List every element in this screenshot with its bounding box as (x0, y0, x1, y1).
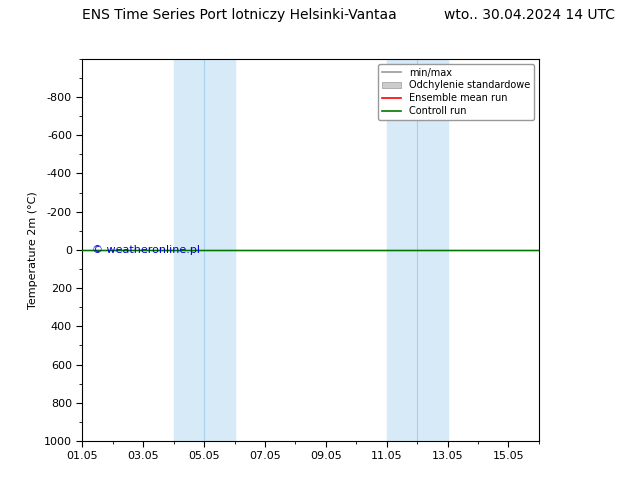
Text: wto.. 30.04.2024 14 UTC: wto.. 30.04.2024 14 UTC (444, 8, 615, 22)
Bar (387, 59, 417, 441)
Legend: min/max, Odchylenie standardowe, Ensemble mean run, Controll run: min/max, Odchylenie standardowe, Ensembl… (378, 64, 534, 120)
Bar (417, 59, 448, 441)
Bar (174, 59, 204, 441)
Bar (204, 59, 235, 441)
Text: ENS Time Series Port lotniczy Helsinki-Vantaa: ENS Time Series Port lotniczy Helsinki-V… (82, 8, 397, 22)
Y-axis label: Temperature 2m (°C): Temperature 2m (°C) (29, 191, 39, 309)
Text: © weatheronline.pl: © weatheronline.pl (91, 245, 200, 255)
